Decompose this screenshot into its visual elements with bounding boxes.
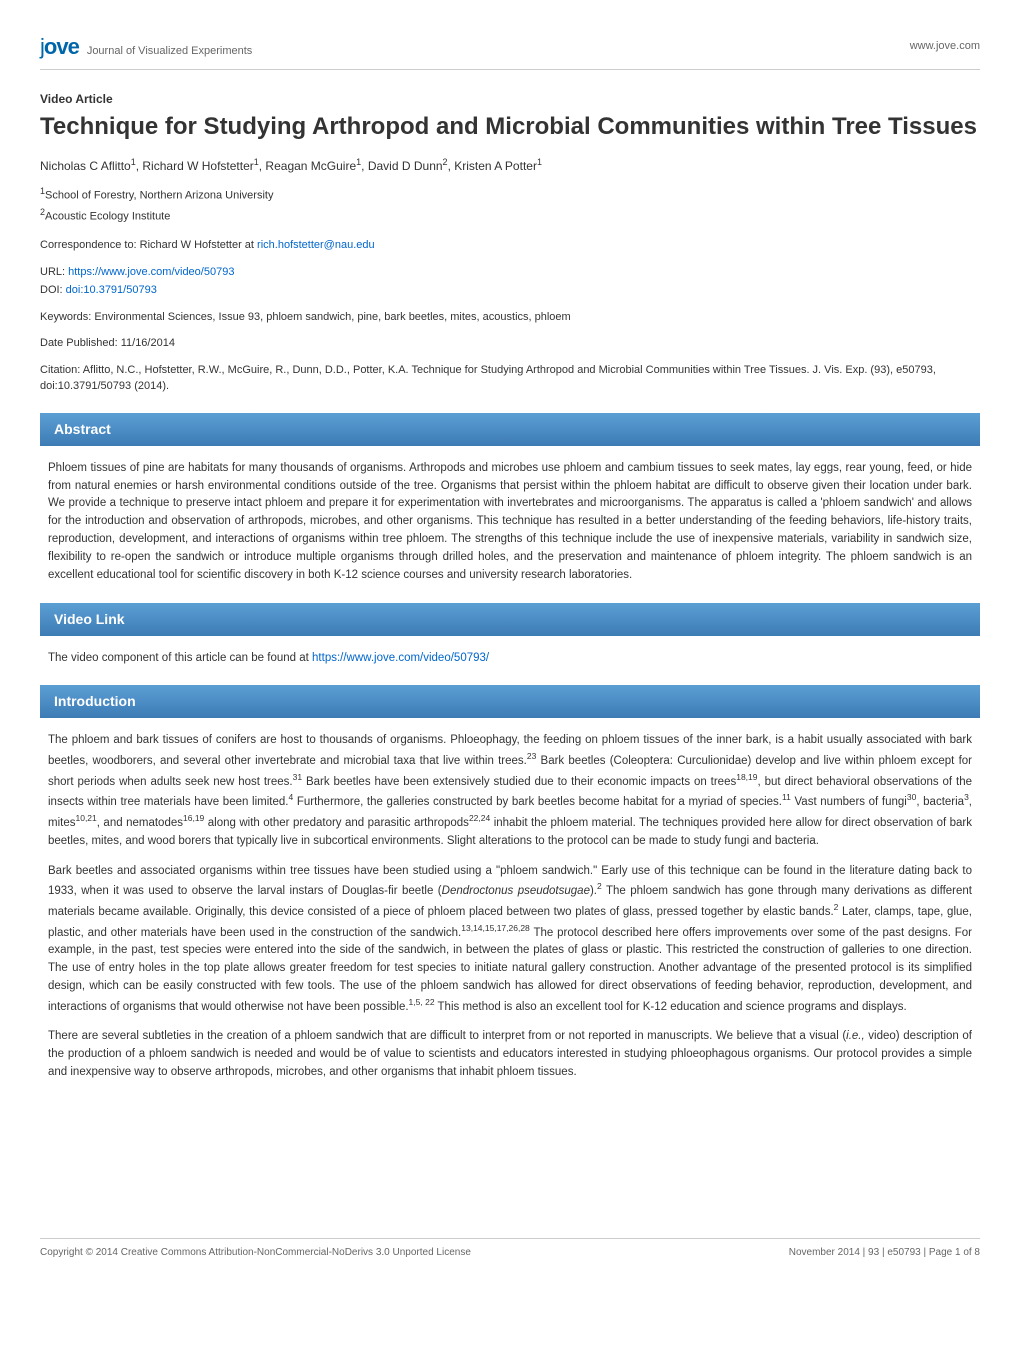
introduction-body: The phloem and bark tissues of conifers … bbox=[40, 732, 980, 1081]
correspondence: Correspondence to: Richard W Hofstetter … bbox=[40, 237, 980, 254]
intro-p2: Bark beetles and associated organisms wi… bbox=[48, 863, 972, 1017]
videolink-body: The video component of this article can … bbox=[40, 650, 980, 668]
url-line: URL: https://www.jove.com/video/50793 bbox=[40, 264, 980, 281]
jove-logo: jove bbox=[40, 30, 79, 63]
copyright: Copyright © 2014 Creative Commons Attrib… bbox=[40, 1245, 471, 1260]
abstract-body: Phloem tissues of pine are habitats for … bbox=[40, 460, 980, 585]
authors: Nicholas C Aflitto1, Richard W Hofstette… bbox=[40, 156, 980, 175]
videolink-heading: Video Link bbox=[40, 603, 980, 636]
videolink-intro: The video component of this article can … bbox=[48, 652, 312, 664]
page-header: jove Journal of Visualized Experiments w… bbox=[40, 30, 980, 70]
doi-line: DOI: doi:10.3791/50793 bbox=[40, 282, 980, 299]
intro-p3: There are several subtleties in the crea… bbox=[48, 1028, 972, 1081]
abstract-heading: Abstract bbox=[40, 413, 980, 446]
introduction-heading: Introduction bbox=[40, 685, 980, 718]
abstract-text: Phloem tissues of pine are habitats for … bbox=[48, 460, 972, 585]
page-footer: Copyright © 2014 Creative Commons Attrib… bbox=[40, 1238, 980, 1260]
page-info: November 2014 | 93 | e50793 | Page 1 of … bbox=[789, 1245, 980, 1260]
logo-ove: ove bbox=[44, 34, 79, 59]
videolink-text: The video component of this article can … bbox=[48, 650, 972, 668]
videolink-url[interactable]: https://www.jove.com/video/50793/ bbox=[312, 652, 489, 664]
article-url[interactable]: https://www.jove.com/video/50793 bbox=[68, 266, 234, 278]
url-label: URL: bbox=[40, 266, 68, 278]
affiliation-1: 1School of Forestry, Northern Arizona Un… bbox=[40, 185, 980, 204]
affiliations: 1School of Forestry, Northern Arizona Un… bbox=[40, 185, 980, 225]
journal-name: Journal of Visualized Experiments bbox=[87, 43, 253, 60]
affil-text-1: School of Forestry, Northern Arizona Uni… bbox=[45, 190, 273, 202]
site-url: www.jove.com bbox=[910, 38, 980, 55]
article-title: Technique for Studying Arthropod and Mic… bbox=[40, 112, 980, 142]
url-doi-block: URL: https://www.jove.com/video/50793 DO… bbox=[40, 264, 980, 299]
correspondence-label: Correspondence to: Richard W Hofstetter … bbox=[40, 239, 257, 251]
citation: Citation: Aflitto, N.C., Hofstetter, R.W… bbox=[40, 362, 980, 395]
article-doi[interactable]: doi:10.3791/50793 bbox=[66, 284, 157, 296]
intro-p1: The phloem and bark tissues of conifers … bbox=[48, 732, 972, 850]
keywords: Keywords: Environmental Sciences, Issue … bbox=[40, 309, 980, 326]
affiliation-2: 2Acoustic Ecology Institute bbox=[40, 206, 980, 225]
logo-area: jove Journal of Visualized Experiments bbox=[40, 30, 252, 63]
article-type: Video Article bbox=[40, 90, 980, 108]
affil-text-2: Acoustic Ecology Institute bbox=[45, 211, 170, 223]
date-published: Date Published: 11/16/2014 bbox=[40, 335, 980, 352]
doi-label: DOI: bbox=[40, 284, 66, 296]
correspondence-email[interactable]: rich.hofstetter@nau.edu bbox=[257, 239, 375, 251]
